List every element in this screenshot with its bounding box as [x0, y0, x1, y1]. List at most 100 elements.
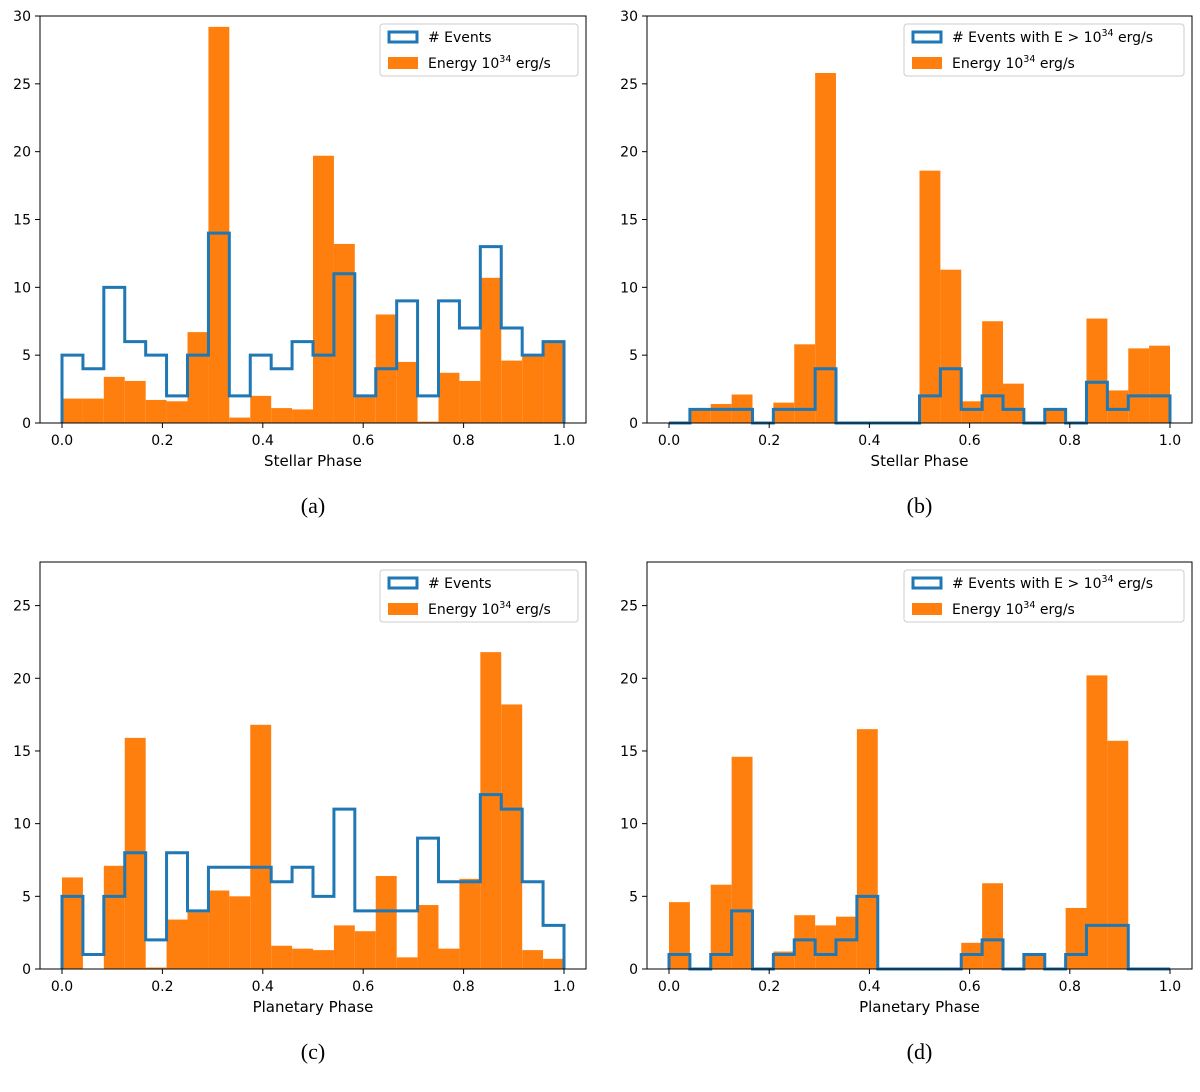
legend-label: # Events with E > 1034 erg/s	[952, 28, 1153, 46]
energy-bar	[62, 398, 83, 423]
y-tick-label: 30	[620, 9, 638, 25]
energy-bar	[522, 950, 544, 969]
legend: # Events with E > 1034 erg/s Energy 1034 …	[903, 569, 1185, 623]
legend-events-swatch	[387, 30, 419, 44]
y-tick-label: 25	[13, 599, 31, 615]
events-step-line	[60, 793, 566, 969]
energy-bar	[1128, 348, 1150, 423]
y-tick-label: 10	[620, 817, 638, 833]
energy-bar	[313, 950, 334, 969]
x-tick-label: 0.6	[352, 433, 374, 449]
energy-bar	[417, 905, 439, 969]
x-tick-label: 0.0	[51, 433, 73, 449]
energy-bar	[480, 277, 502, 423]
legend: # Events Energy 1034 erg/s	[379, 23, 579, 77]
energy-bar	[1044, 408, 1066, 423]
legend-label: # Events	[428, 576, 492, 592]
energy-bar	[940, 269, 962, 423]
energy-bar	[375, 875, 397, 969]
legend-events-swatch	[911, 30, 943, 44]
x-tick-label: 0.8	[452, 979, 474, 995]
y-tick-label: 25	[620, 599, 638, 615]
y-tick-label: 10	[13, 280, 31, 296]
x-tick-label: 0.8	[452, 433, 474, 449]
x-tick-label: 0.2	[151, 433, 173, 449]
chart-d: 0 5 10 15 20 25 0.0 0.2 0.4 0.6 0.8 1.0 Planetary Ph…	[620, 561, 1193, 1064]
x-tick-label: 0.4	[252, 979, 274, 995]
legend-energy-swatch	[912, 57, 942, 69]
y-tick-label: 25	[620, 77, 638, 93]
energy-bar	[961, 401, 983, 423]
y-tick-label: 5	[22, 348, 31, 364]
legend: # Events with E > 1034 erg/s Energy 1034 …	[903, 23, 1185, 77]
energy-bar	[1107, 740, 1129, 969]
energy-bar	[103, 376, 125, 423]
energy-bar	[82, 398, 104, 423]
energy-bar	[710, 404, 732, 423]
energy-bar	[794, 344, 816, 423]
energy-bar	[815, 72, 836, 424]
plot-area: 0 5 10 15 20 25 0.0 0.2 0.4 0.6 0.8 1.0 Planetary Ph…	[620, 561, 1193, 1064]
chart-b: 0 5 10 15 20 25 30 0.0 0.2 0.4 0.6 0.8 1.0 Stellar Ph…	[620, 9, 1193, 518]
y-tick-label: 10	[13, 817, 31, 833]
x-tick-label: 0.4	[858, 433, 880, 449]
x-tick-label: 1.0	[553, 979, 575, 995]
legend-energy-swatch	[912, 603, 942, 615]
x-tick-label: 0.6	[958, 433, 980, 449]
legend-energy-swatch	[388, 603, 418, 615]
legend-box	[903, 23, 1185, 77]
energy-bar	[1107, 390, 1129, 423]
x-tick-label: 0.6	[958, 979, 980, 995]
energy-bar	[166, 919, 188, 969]
energy-bar	[1086, 318, 1108, 423]
energy-bar	[250, 724, 272, 969]
x-tick-label: 0.0	[51, 979, 73, 995]
y-tick-label: 15	[13, 213, 31, 229]
panel-caption: (c)	[301, 1039, 325, 1064]
energy-bar	[794, 915, 816, 969]
y-tick-label: 20	[620, 145, 638, 161]
y-tick-label: 15	[620, 744, 638, 760]
energy-bar	[145, 399, 167, 423]
y-tick-label: 0	[629, 962, 638, 978]
energy-bar	[919, 170, 941, 423]
energy-bar	[1065, 907, 1087, 969]
y-tick-label: 10	[620, 280, 638, 296]
energy-bar	[459, 878, 481, 969]
x-tick-label: 1.0	[1159, 979, 1181, 995]
panel-caption: (b)	[907, 493, 933, 518]
legend-events-swatch	[387, 576, 419, 590]
energy-bar	[417, 421, 439, 423]
legend-energy-swatch	[388, 57, 418, 69]
legend-box	[379, 569, 579, 623]
legend-box	[903, 569, 1185, 623]
legend-events-swatch	[911, 576, 943, 590]
energy-bar	[354, 397, 376, 423]
x-tick-label: 0.2	[151, 979, 173, 995]
energy-bar	[669, 902, 690, 969]
energy-bar	[1023, 955, 1045, 969]
x-axis-label: Planetary Phase	[859, 998, 980, 1016]
energy-bar	[103, 865, 125, 969]
energy-bar	[815, 925, 836, 969]
plot-area: 0 5 10 15 20 25 0.0 0.2 0.4 0.6 0.8 1.0 Planetary Ph…	[13, 561, 587, 1064]
x-tick-label: 0.2	[758, 433, 780, 449]
plot-area: 0 5 10 15 20 25 30 0.0 0.2 0.4 0.6 0.8 1.0 Stellar Ph…	[620, 9, 1193, 518]
energy-bar	[731, 756, 753, 969]
energy-bar	[689, 409, 711, 423]
energy-bar	[166, 401, 188, 423]
energy-bar	[271, 408, 293, 423]
y-tick-label: 25	[13, 77, 31, 93]
chart-a: 0 5 10 15 20 25 30 0.0 0.2 0.4 0.6 0.8 1.0 Stellar Ph…	[13, 9, 587, 518]
energy-bar	[543, 342, 564, 423]
plot-area: 0 5 10 15 20 25 30 0.0 0.2 0.4 0.6 0.8 1.0 Stellar Ph…	[13, 9, 587, 518]
energy-bar	[187, 332, 209, 423]
energy-bar	[292, 948, 313, 969]
energy-bar	[333, 925, 355, 969]
y-tick-label: 20	[620, 671, 638, 687]
energy-bar	[501, 704, 523, 969]
energy-bar	[1003, 383, 1024, 423]
y-tick-label: 30	[13, 9, 31, 25]
energy-bar	[480, 652, 502, 969]
panel-caption: (a)	[301, 493, 325, 518]
